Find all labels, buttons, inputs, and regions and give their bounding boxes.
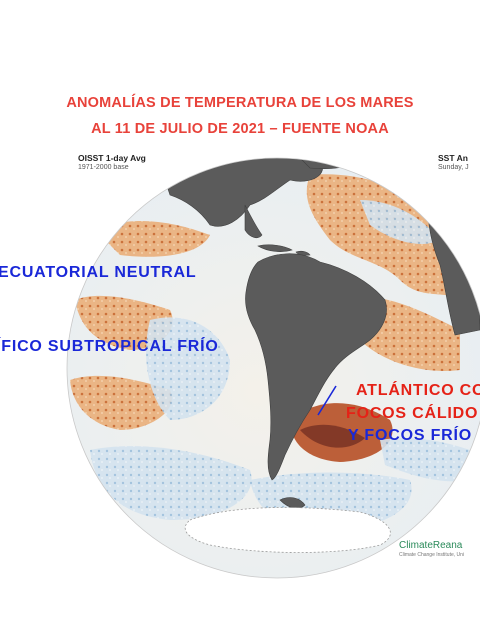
dataset-legend-right: SST An Sunday, J bbox=[438, 153, 469, 171]
dataset-name: OISST 1-day Avg bbox=[78, 153, 146, 163]
annotation-focos-frios: Y FOCOS FRÍO bbox=[348, 427, 472, 444]
globe-rim bbox=[66, 157, 480, 579]
annotation-pacifico: ÍFICO SUBTROPICAL FRÍO bbox=[0, 338, 219, 355]
dataset-name-right: SST An bbox=[438, 153, 468, 163]
map-subtitle: AL 11 DE JULIO DE 2021 – FUENTE NOAA bbox=[91, 121, 389, 137]
pointer-line bbox=[317, 385, 337, 416]
map-title: ANOMALÍAS DE TEMPERATURA DE LOS MARES bbox=[66, 95, 414, 111]
annotation-focos-calidos: FOCOS CÁLIDO bbox=[346, 405, 479, 422]
cool-anomaly-patches bbox=[90, 200, 470, 532]
logo-tagline: Climate Change Institute, Uni bbox=[399, 552, 465, 558]
dataset-baseline: 1971-2000 base bbox=[78, 164, 129, 171]
climate-reanalyzer-logo: ClimateReana Climate Change Institute, U… bbox=[399, 540, 464, 558]
dataset-date: Sunday, J bbox=[438, 164, 469, 171]
warm-anomaly-patches bbox=[70, 174, 470, 462]
antarctica-outline bbox=[184, 507, 391, 553]
dataset-legend-left: OISST 1-day Avg 1971-2000 base bbox=[78, 153, 146, 171]
annotation-ecuatorial: ECUATORIAL NEUTRAL bbox=[0, 264, 197, 281]
landmasses bbox=[159, 158, 480, 509]
logo-name: ClimateReana bbox=[399, 540, 463, 551]
annotation-atlantico: ATLÁNTICO CO bbox=[356, 382, 480, 399]
